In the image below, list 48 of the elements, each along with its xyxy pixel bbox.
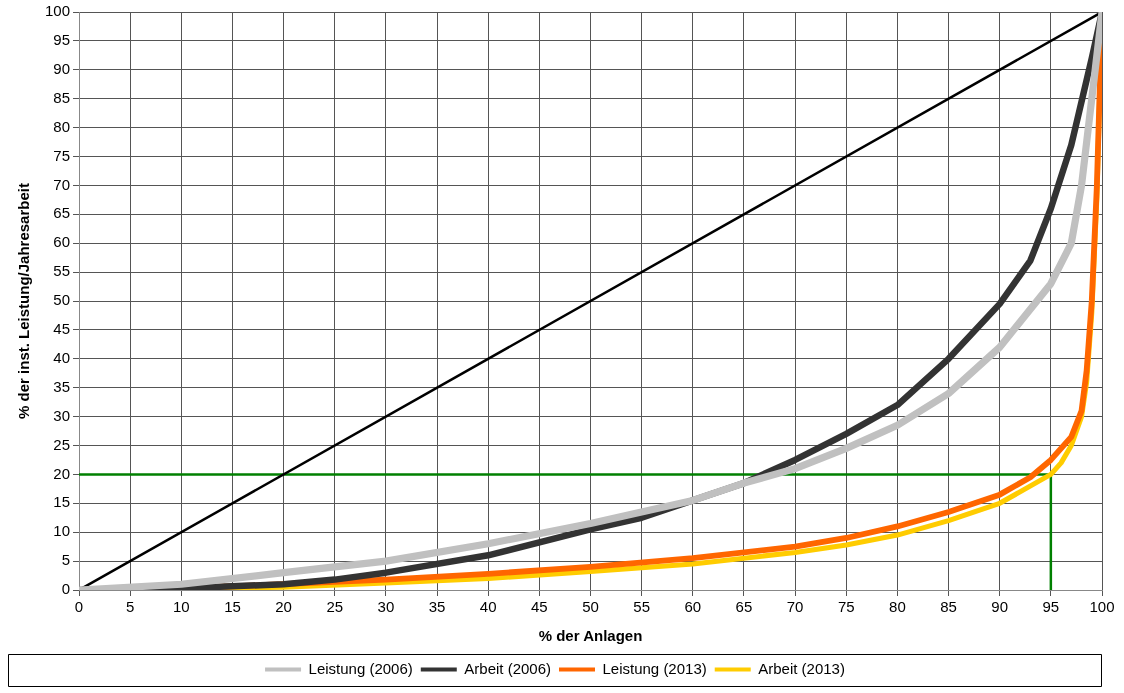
x-tick-label: 95 — [1042, 598, 1060, 616]
y-tick-label: 80 — [53, 117, 71, 135]
y-tick-label: 0 — [61, 580, 71, 598]
x-tick-label: 60 — [684, 598, 702, 616]
x-tick-label: 25 — [326, 598, 344, 616]
y-tick-label: 45 — [53, 320, 71, 338]
x-tick-label: 35 — [428, 598, 446, 616]
x-tick-label: 0 — [74, 598, 84, 616]
x-axis-title: % der Anlagen — [538, 627, 643, 645]
x-tick-label: 15 — [224, 598, 241, 616]
y-tick-label: 70 — [53, 175, 71, 193]
y-axis-title: % der inst. Leistung/Jahresarbeit — [15, 183, 33, 419]
y-tick-label: 100 — [45, 2, 71, 20]
y-tick-label: 10 — [53, 522, 71, 540]
y-tick-label: 60 — [53, 233, 71, 251]
y-tick-label: 95 — [53, 31, 71, 49]
x-tick-label: 70 — [786, 598, 804, 616]
y-tick-label: 75 — [53, 146, 71, 164]
x-tick-label: 75 — [837, 598, 855, 616]
y-tick-label: 40 — [53, 348, 71, 366]
y-tick-label: 15 — [53, 493, 71, 511]
legend-label: Leistung (2013) — [602, 659, 707, 677]
y-tick-label: 65 — [53, 204, 71, 222]
x-tick-label: 40 — [479, 598, 497, 616]
x-tick-label: 55 — [633, 598, 651, 616]
y-tick-label: 20 — [53, 464, 71, 482]
y-tick-label: 25 — [53, 435, 71, 453]
x-tick-label: 85 — [940, 598, 957, 616]
y-tick-label: 30 — [53, 406, 71, 424]
x-tick-label: 50 — [582, 598, 599, 616]
y-tick-label: 35 — [53, 377, 71, 395]
x-tick-label: 90 — [991, 598, 1009, 616]
x-tick-label: 45 — [531, 598, 548, 616]
x-tick-label: 20 — [275, 598, 292, 616]
x-tick-label: 5 — [126, 598, 135, 616]
x-tick-label: 65 — [735, 598, 753, 616]
x-tick-label: 30 — [377, 598, 395, 616]
y-tick-label: 90 — [53, 59, 71, 77]
y-tick-label: 55 — [53, 262, 71, 280]
x-tick-label: 80 — [889, 598, 906, 616]
legend-label: Arbeit (2013) — [758, 659, 845, 677]
y-tick-label: 85 — [53, 88, 71, 106]
x-tick-label: 10 — [172, 598, 190, 616]
legend-label: Leistung (2006) — [308, 659, 413, 677]
legend-label: Arbeit (2006) — [464, 659, 552, 677]
y-tick-label: 5 — [61, 551, 71, 569]
y-tick-label: 50 — [53, 291, 71, 309]
x-tick-label: 100 — [1089, 598, 1115, 616]
